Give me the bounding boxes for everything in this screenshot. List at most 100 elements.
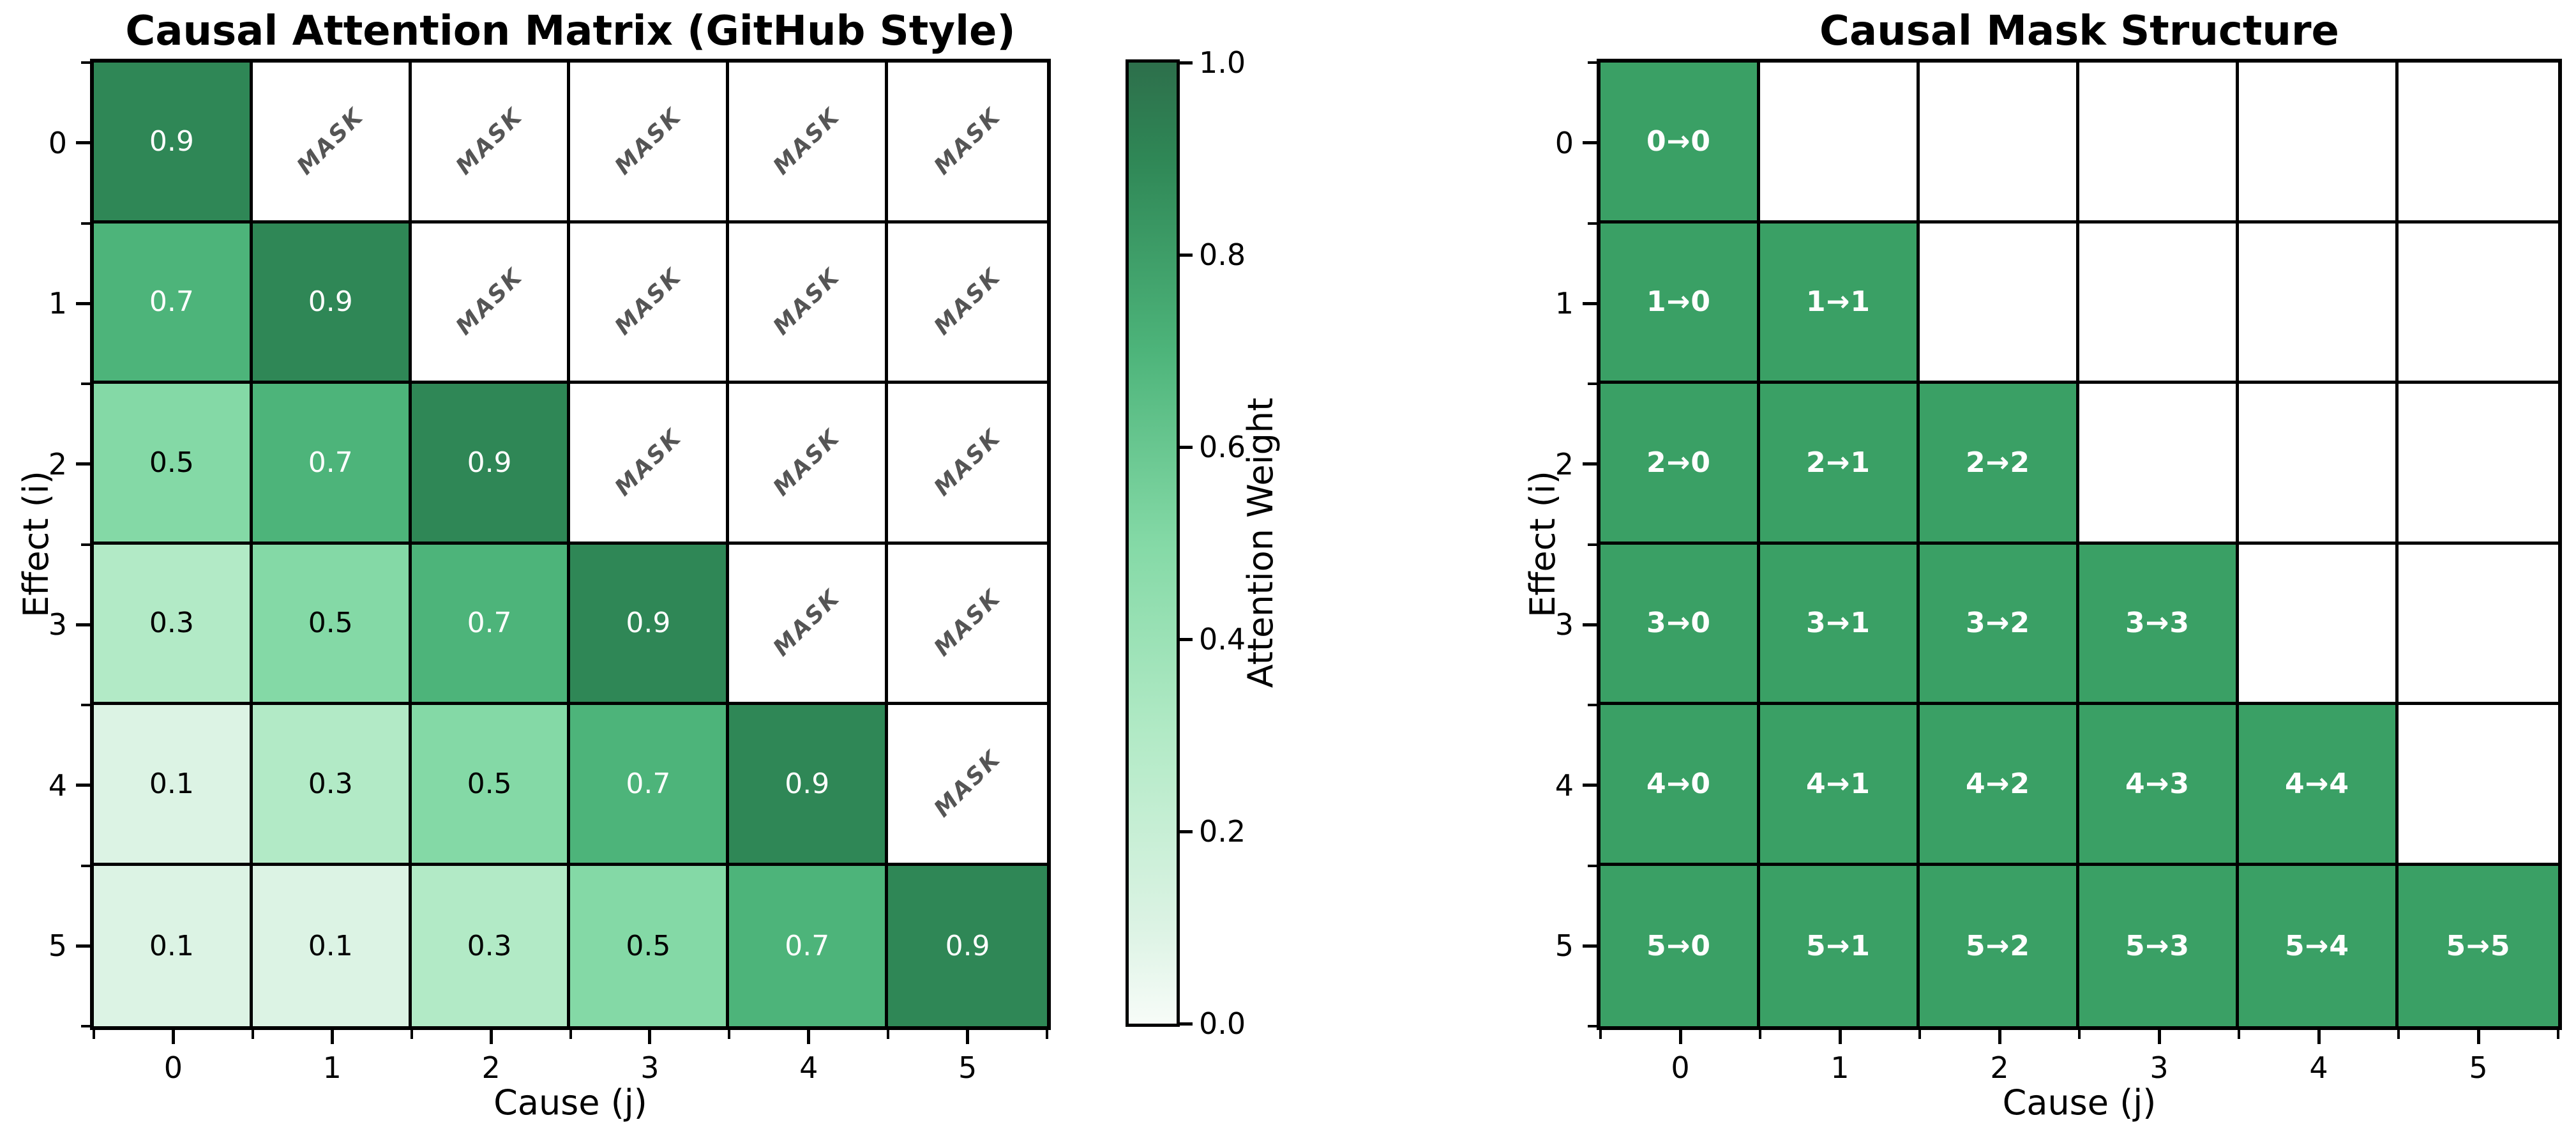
- left-x-minor-tick: [728, 1030, 731, 1039]
- mask-cell-label: 3→0: [1646, 607, 1712, 640]
- masked-cell-2-3: MASK: [570, 384, 730, 545]
- right-x-minor-tick: [2238, 1030, 2240, 1039]
- mask-blocked-cell-0-1: [1760, 63, 1920, 224]
- attention-cell-4-3: 0.7: [570, 705, 730, 866]
- mask-cell-text: MASK: [610, 263, 687, 341]
- right-y-tick-label: 2: [1555, 446, 1574, 481]
- mask-cell-text: MASK: [768, 423, 846, 501]
- attention-value: 0.7: [308, 446, 353, 479]
- attention-cell-4-0: 0.1: [94, 705, 253, 866]
- right-x-tick-label: 0: [1671, 1050, 1690, 1085]
- mask-structure-grid: 0→0 1→0 1→1 2→0 2→1 2→2 3→0 3→1 3→2 3→3 4→0 4→1 4→2 4…: [1597, 59, 2562, 1030]
- right-y-minor-tick: [1588, 222, 1597, 225]
- mask-cell-text: MASK: [929, 102, 1006, 180]
- mask-cell-label: 3→2: [1965, 607, 2031, 640]
- mask-cell-text: MASK: [768, 102, 846, 180]
- left-y-tick-label: 3: [48, 607, 67, 642]
- mask-allowed-cell-4-0: 4→0: [1601, 705, 1760, 866]
- mask-blocked-cell-0-2: [1920, 63, 2079, 224]
- masked-cell-1-4: MASK: [729, 223, 889, 384]
- mask-cell-text: MASK: [292, 102, 370, 180]
- attention-value: 0.1: [149, 767, 194, 800]
- left-y-tick: [76, 784, 90, 787]
- right-y-minor-tick: [1588, 61, 1597, 64]
- right-y-tick: [1583, 623, 1597, 626]
- colorbar-tick: [1180, 61, 1193, 64]
- left-xaxis-label: Cause (j): [493, 1082, 647, 1123]
- right-x-minor-tick: [2557, 1030, 2559, 1039]
- mask-cell-label: 1→1: [1805, 285, 1871, 319]
- attention-value: 0.3: [308, 767, 353, 800]
- attention-cell-5-0: 0.1: [94, 865, 253, 1026]
- right-y-tick: [1583, 944, 1597, 948]
- masked-cell-3-4: MASK: [729, 544, 889, 705]
- colorbar-tick: [1180, 253, 1193, 257]
- attention-value: 0.5: [467, 767, 512, 800]
- mask-cell-label: 4→3: [2125, 767, 2190, 800]
- mask-cell-text: MASK: [451, 263, 528, 341]
- attention-cell-3-2: 0.7: [411, 544, 571, 705]
- mask-cell-label: 0→0: [1646, 125, 1712, 158]
- right-x-tick-label: 3: [2150, 1050, 2169, 1085]
- right-y-minor-tick: [1588, 383, 1597, 385]
- colorbar-tick-label: 0.2: [1199, 814, 1246, 849]
- mask-allowed-cell-4-1: 4→1: [1760, 705, 1920, 866]
- mask-cell-label: 3→1: [1805, 607, 1871, 640]
- left-x-minor-tick: [1046, 1030, 1048, 1039]
- mask-cell-label: 1→0: [1646, 285, 1712, 319]
- attention-cell-2-0: 0.5: [94, 384, 253, 545]
- mask-cell-text: MASK: [768, 584, 846, 662]
- attention-value: 0.5: [308, 607, 353, 640]
- right-x-tick-label: 4: [2309, 1050, 2328, 1085]
- mask-allowed-cell-1-0: 1→0: [1601, 223, 1760, 384]
- left-x-tick: [489, 1030, 493, 1044]
- mask-cell-text: MASK: [451, 102, 528, 180]
- attention-cell-4-4: 0.9: [729, 705, 889, 866]
- mask-blocked-cell-0-5: [2399, 63, 2558, 224]
- colorbar-tick-label: 0.8: [1199, 238, 1246, 272]
- mask-cell-label: 5→5: [2446, 929, 2511, 962]
- left-y-tick-label: 5: [48, 928, 67, 964]
- mask-allowed-cell-3-1: 3→1: [1760, 544, 1920, 705]
- attention-cell-0-0: 0.9: [94, 63, 253, 224]
- masked-cell-2-5: MASK: [888, 384, 1047, 545]
- right-x-tick: [2476, 1030, 2480, 1044]
- masked-cell-3-5: MASK: [888, 544, 1047, 705]
- right-y-tick: [1583, 141, 1597, 145]
- right-x-tick: [2317, 1030, 2321, 1044]
- left-chart-title: Causal Attention Matrix (GitHub Style): [125, 8, 1016, 55]
- right-x-tick-label: 2: [1990, 1050, 2009, 1085]
- colorbar-tick-label: 0.0: [1199, 1006, 1246, 1041]
- left-x-minor-tick: [410, 1030, 413, 1039]
- right-y-tick-label: 0: [1555, 125, 1574, 160]
- left-y-minor-tick: [81, 1025, 90, 1027]
- attention-value: 0.9: [467, 446, 512, 479]
- right-x-minor-tick: [1759, 1030, 1761, 1039]
- masked-cell-0-3: MASK: [570, 63, 730, 224]
- mask-blocked-cell-3-5: [2399, 544, 2558, 705]
- left-x-tick-label: 1: [322, 1050, 342, 1085]
- attention-cell-3-3: 0.9: [570, 544, 730, 705]
- mask-blocked-cell-1-4: [2239, 223, 2399, 384]
- right-y-minor-tick: [1588, 704, 1597, 706]
- attention-cell-5-3: 0.5: [570, 865, 730, 1026]
- attention-value: 0.9: [308, 285, 353, 319]
- mask-cell-label: 2→2: [1965, 446, 2031, 479]
- left-y-tick: [76, 623, 90, 626]
- attention-matrix-grid: 0.9 MASK MASK MASK MASK MASK 0.7 0.9 MASK MASK MAS…: [90, 59, 1051, 1030]
- attention-cell-5-1: 0.1: [252, 865, 412, 1026]
- mask-allowed-cell-5-2: 5→2: [1920, 865, 2079, 1026]
- masked-cell-0-1: MASK: [252, 63, 412, 224]
- left-x-tick: [330, 1030, 334, 1044]
- left-x-minor-tick: [251, 1030, 254, 1039]
- attention-value: 0.3: [149, 607, 194, 640]
- mask-allowed-cell-2-2: 2→2: [1920, 384, 2079, 545]
- left-x-tick-label: 5: [958, 1050, 977, 1085]
- right-x-minor-tick: [2078, 1030, 2081, 1039]
- mask-allowed-cell-5-3: 5→3: [2079, 865, 2239, 1026]
- left-x-tick-label: 2: [481, 1050, 501, 1085]
- colorbar-tick-label: 1.0: [1199, 45, 1246, 80]
- masked-cell-1-2: MASK: [411, 223, 571, 384]
- mask-allowed-cell-5-5: 5→5: [2399, 865, 2558, 1026]
- masked-cell-4-5: MASK: [888, 705, 1047, 866]
